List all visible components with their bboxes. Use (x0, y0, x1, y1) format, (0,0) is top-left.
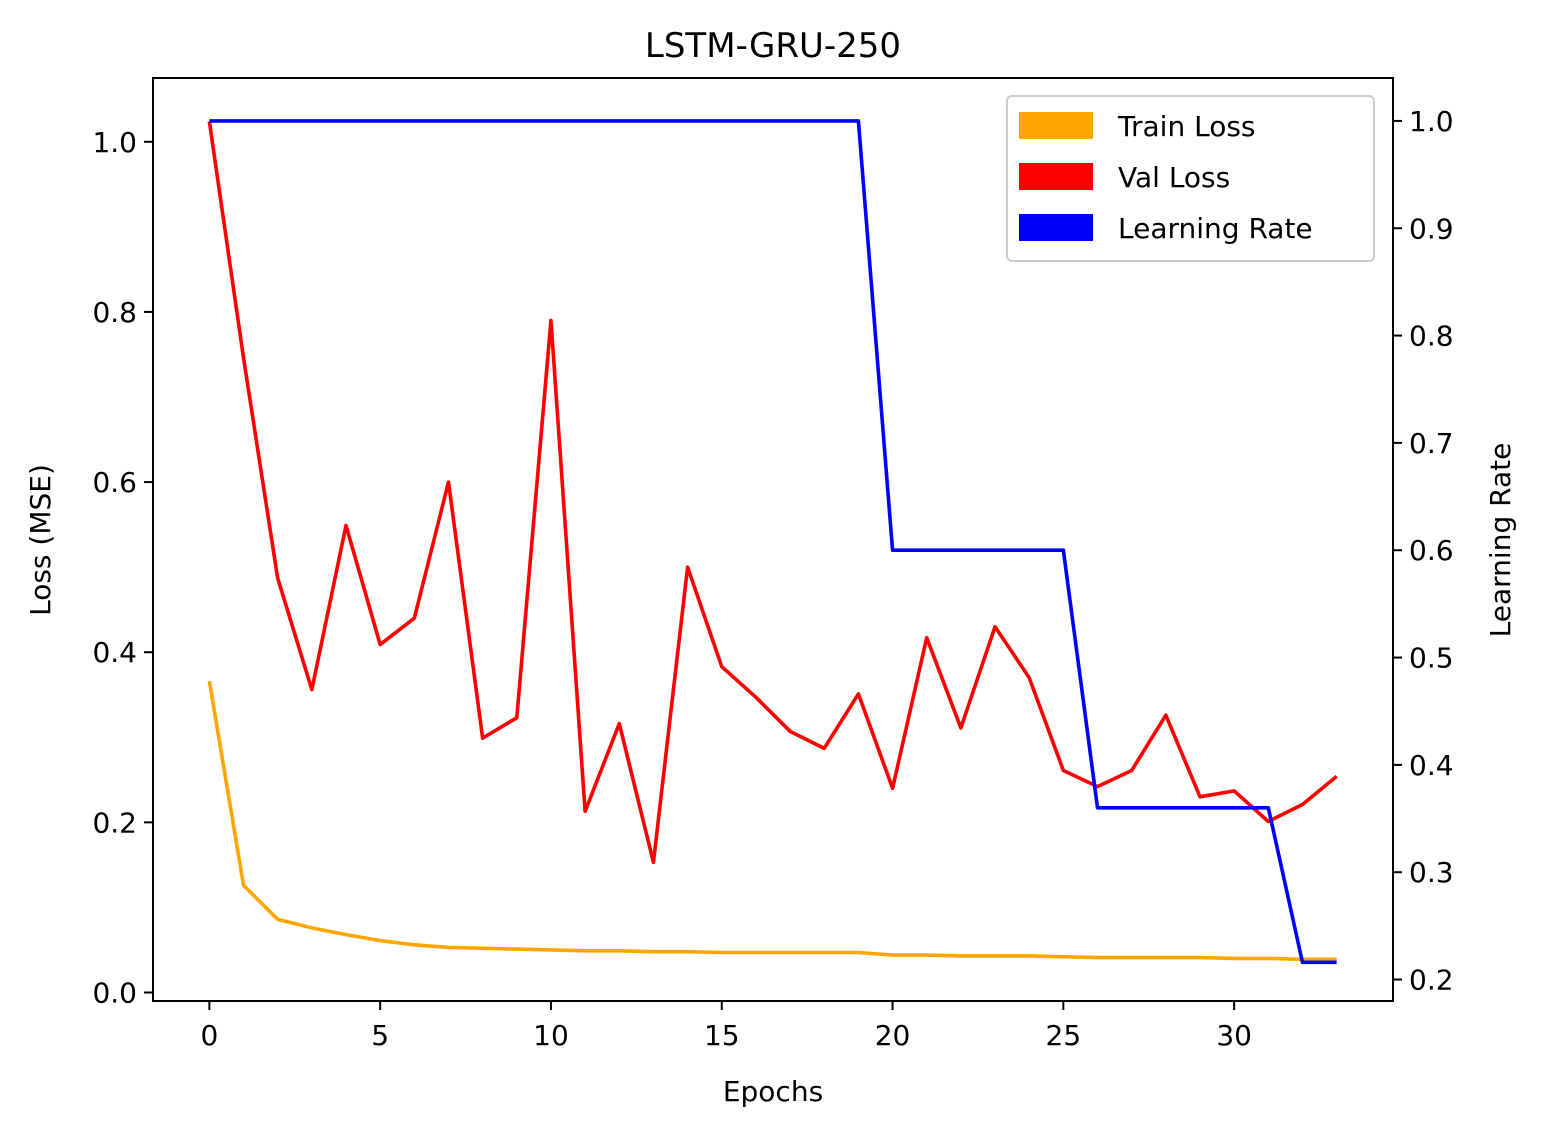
y2-tick-label: 0.2 (1409, 964, 1454, 997)
legend-box (1006, 95, 1375, 262)
y2-tick-label: 1.0 (1409, 105, 1454, 138)
series-layer (207, 119, 1338, 965)
x-tick-label: 20 (875, 1019, 911, 1052)
y-tick-label: 0.8 (92, 296, 137, 329)
y2-tick-label: 0.3 (1409, 856, 1454, 889)
x-axis: 0 5 10 15 20 25 30 (200, 1001, 1252, 1052)
y2-tick-label: 0.9 (1409, 212, 1454, 245)
x-axis-label: Epochs (723, 1075, 823, 1108)
y2-tick-label: 0.4 (1409, 749, 1454, 782)
y2-tick-label: 0.8 (1409, 320, 1454, 353)
x-tick-label: 15 (704, 1019, 740, 1052)
y2-tick-label: 0.7 (1409, 427, 1454, 460)
y-tick-label: 0.0 (92, 976, 137, 1009)
legend: Train Loss Val Loss Learning Rate (1006, 95, 1375, 262)
y-tick-label: 0.6 (92, 466, 137, 499)
series-line-train-loss (207, 680, 1337, 962)
series-line-val-loss (207, 121, 1338, 865)
y-tick-label: 0.2 (92, 806, 137, 839)
x-tick-label: 0 (200, 1019, 218, 1052)
y-axis-label: Loss (MSE) (24, 464, 57, 616)
y-tick-label: 1.0 (92, 126, 137, 159)
legend-label-val-loss: Val Loss (1118, 161, 1230, 194)
x-tick-label: 5 (371, 1019, 389, 1052)
series-line-learning-rate (209, 119, 1337, 965)
legend-label-learning-rate: Learning Rate (1118, 212, 1313, 245)
x-tick-label: 25 (1046, 1019, 1082, 1052)
y2-axis-label: Learning Rate (1484, 443, 1517, 638)
x-tick-label: 10 (533, 1019, 569, 1052)
chart-title: LSTM-GRU-250 (645, 26, 901, 66)
legend-swatch-learning-rate (1019, 214, 1093, 241)
x-tick-label: 30 (1216, 1019, 1252, 1052)
y-tick-label: 0.4 (92, 636, 137, 669)
legend-swatch-val-loss (1019, 163, 1093, 190)
plot-frame (152, 77, 1394, 1002)
y2-tick-label: 0.6 (1409, 534, 1454, 567)
y-axis-left: 0.0 0.2 0.4 0.6 0.8 1.0 (92, 126, 153, 1009)
y-axis-right: 0.2 0.3 0.4 0.5 0.6 0.7 0.8 0.9 1.0 (1393, 105, 1454, 997)
legend-swatch-train-loss (1019, 112, 1093, 139)
y2-tick-label: 0.5 (1409, 642, 1454, 675)
legend-label-train-loss: Train Loss (1117, 110, 1256, 143)
